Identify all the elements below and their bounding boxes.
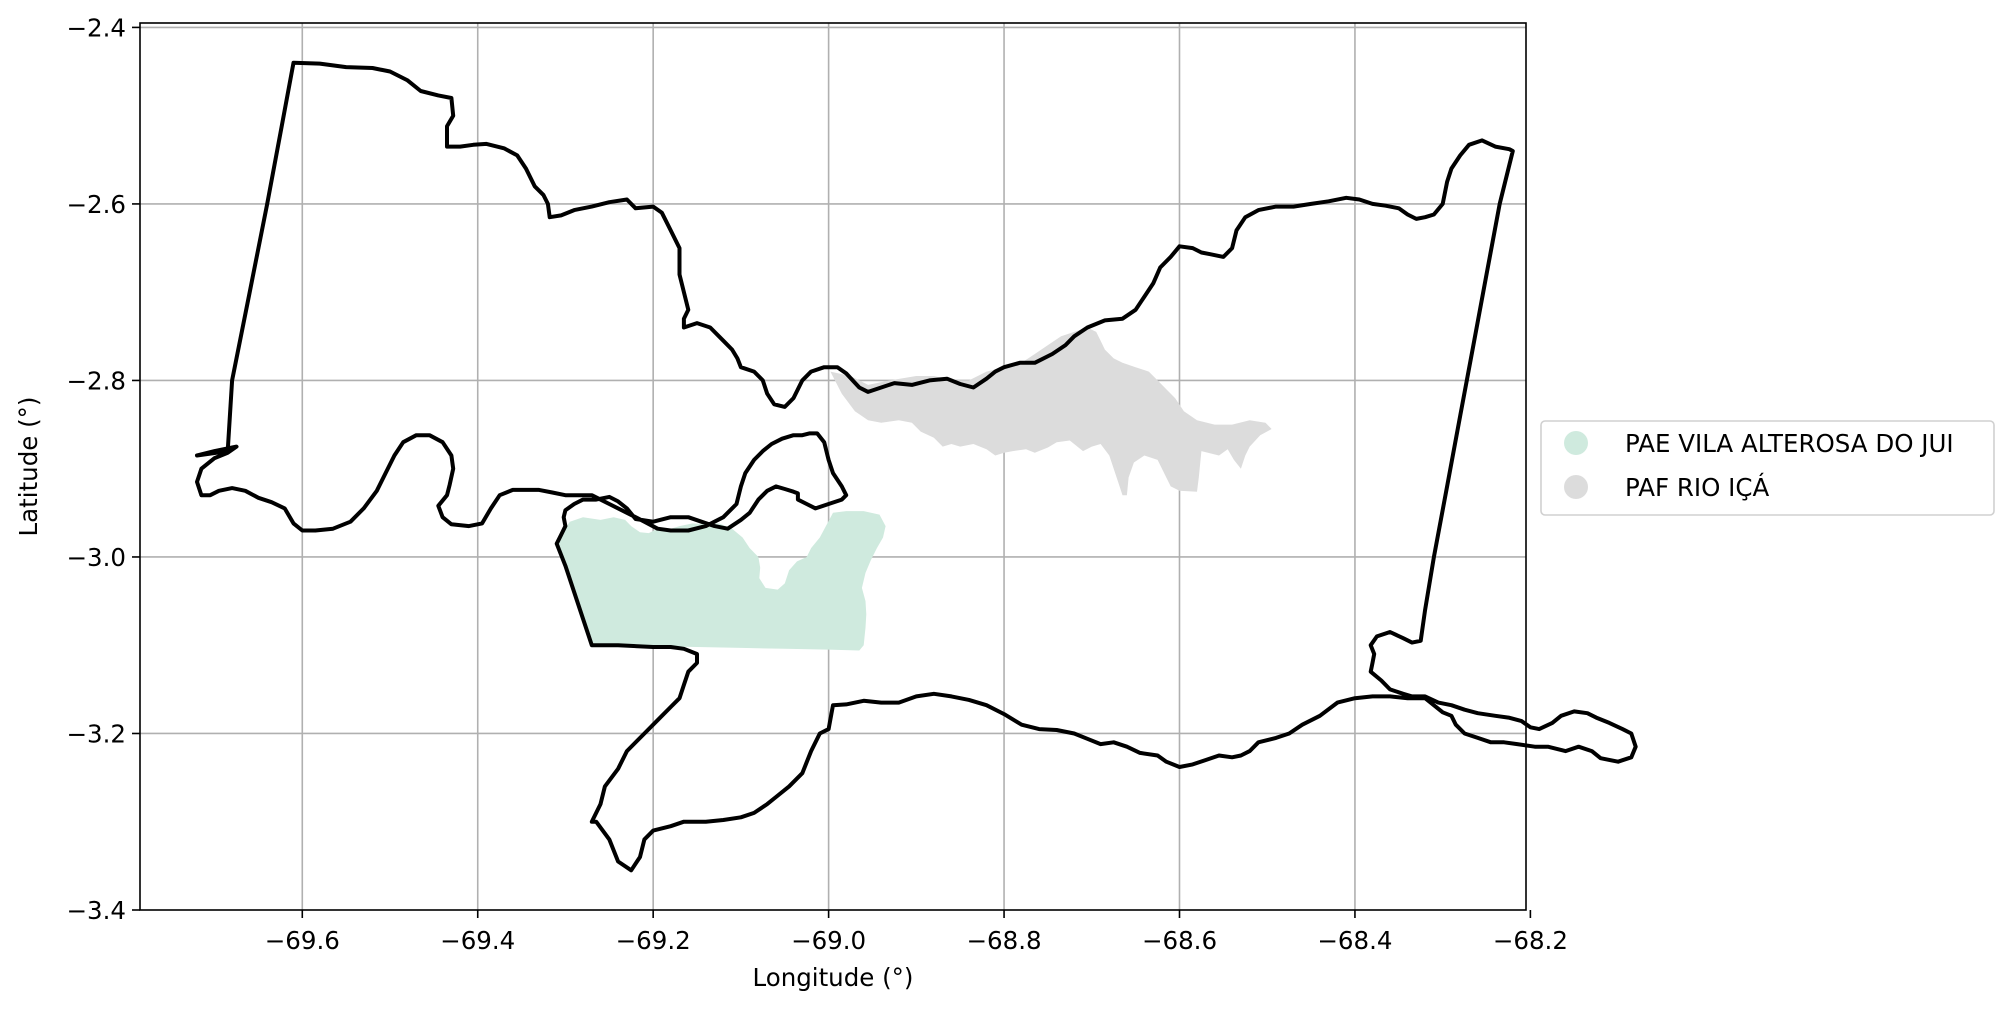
polygon-paf-rio-i bbox=[830, 327, 1272, 496]
legend-box bbox=[1540, 420, 1995, 516]
y-tick-label: −3.0 bbox=[67, 543, 127, 572]
y-tick-label: −2.8 bbox=[67, 366, 127, 395]
y-tick-label: −2.4 bbox=[67, 13, 127, 42]
y-tick-label: −2.6 bbox=[67, 190, 127, 219]
map-layers bbox=[195, 60, 1638, 873]
plot-frame bbox=[139, 22, 1527, 911]
x-tick-label: −68.8 bbox=[967, 926, 1042, 955]
x-tick-label: −69.0 bbox=[791, 926, 866, 955]
x-axis-label: Longitude (°) bbox=[752, 963, 913, 992]
x-tick-label: −68.2 bbox=[1493, 926, 1568, 955]
legend-label: PAF RIO IÇÁ bbox=[1625, 473, 1770, 502]
y-axis-ticks: −2.4 −2.6 −2.8 −3.0 −3.2 −3.4 bbox=[67, 13, 140, 925]
legend-marker bbox=[1564, 475, 1588, 499]
y-tick-label: −3.4 bbox=[67, 896, 127, 925]
boundary-outline bbox=[195, 60, 1638, 873]
x-tick-label: −68.6 bbox=[1142, 926, 1217, 955]
x-tick-label: −68.4 bbox=[1317, 926, 1392, 955]
x-tick-label: −69.6 bbox=[265, 926, 340, 955]
polygon-pae-vila-alterosa-do-jui bbox=[556, 511, 886, 651]
x-axis-ticks: −69.6 −69.4 −69.2 −69.0 −68.8 −68.6 −68.4 −68.2 bbox=[265, 910, 1568, 955]
legend-label: PAE VILA ALTEROSA DO JUI bbox=[1625, 429, 1954, 458]
y-tick-label: −3.2 bbox=[67, 719, 127, 748]
legend-marker bbox=[1564, 431, 1588, 455]
x-tick-label: −69.2 bbox=[616, 926, 691, 955]
x-tick-label: −69.4 bbox=[440, 926, 515, 955]
legend: PAE VILA ALTEROSA DO JUI PAF RIO IÇÁ bbox=[1540, 420, 1995, 516]
y-axis-label: Latitude (°) bbox=[14, 397, 43, 537]
